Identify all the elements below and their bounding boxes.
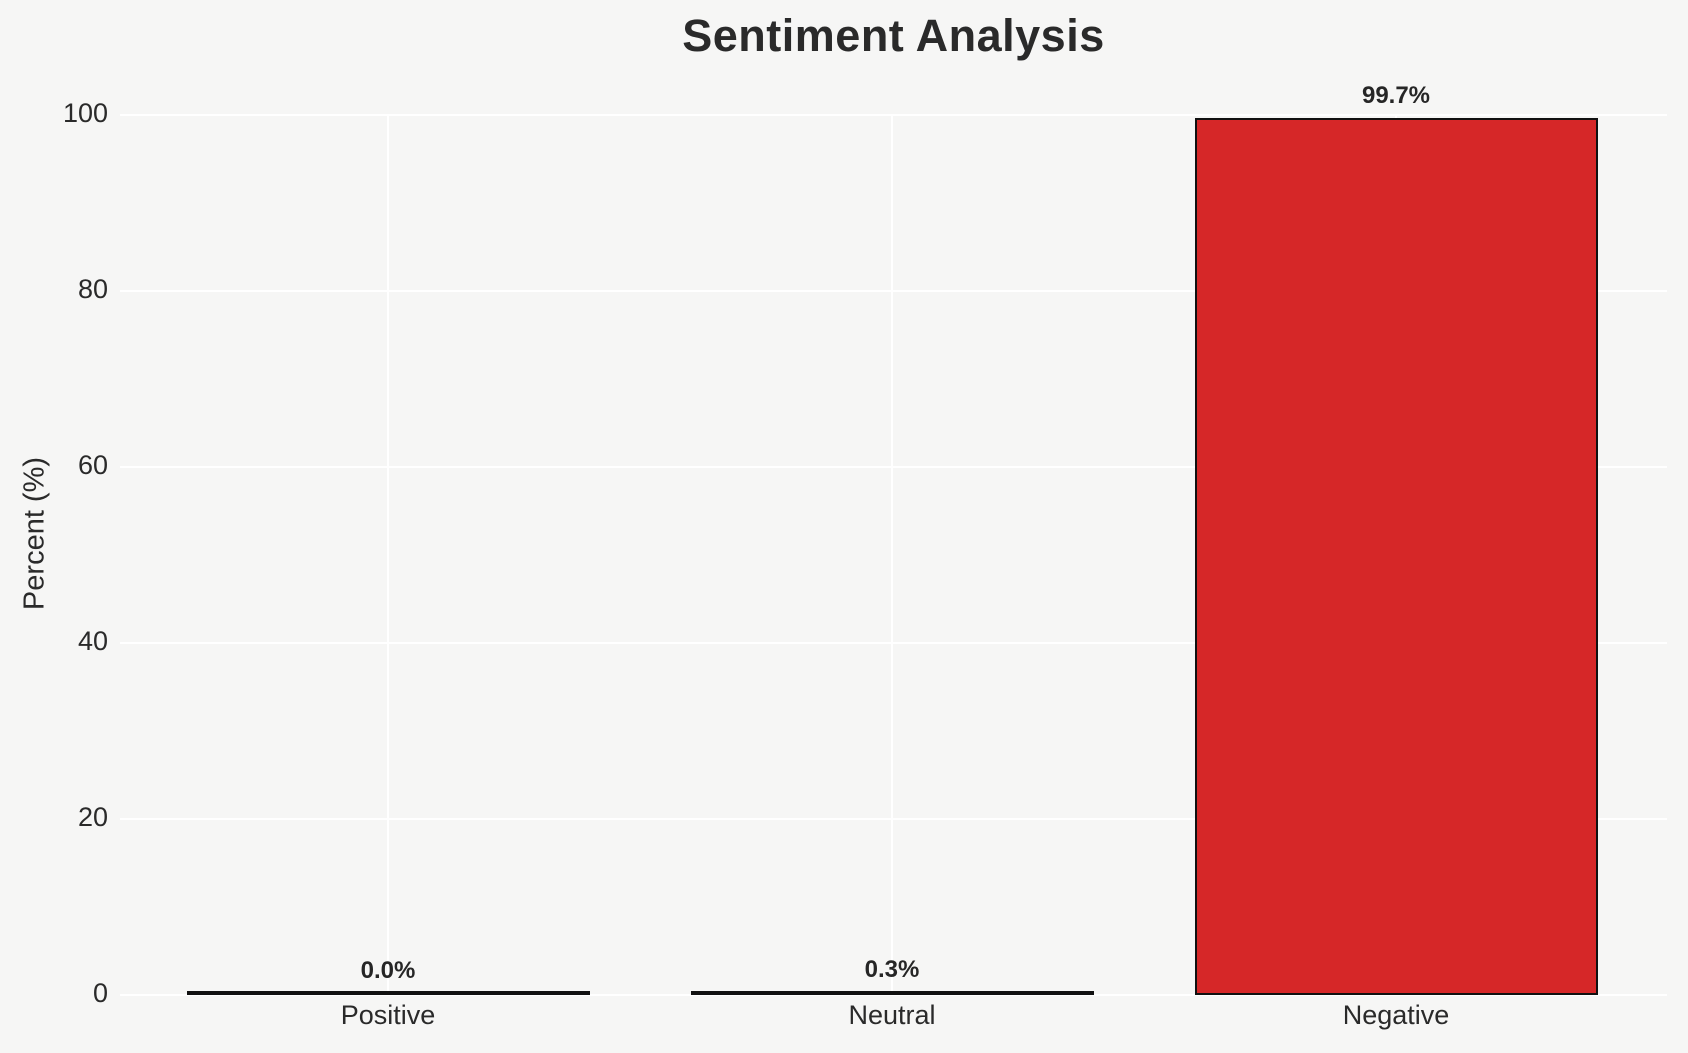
ytick-label-20: 20 <box>77 802 108 832</box>
bar-neutral <box>690 991 1094 995</box>
gridline-horizontal-20 <box>120 818 1667 820</box>
ytick-label-40: 40 <box>77 626 108 656</box>
xtick-label-positive: Positive <box>340 1000 436 1030</box>
bar-negative <box>1194 117 1598 995</box>
ytick-label-60: 60 <box>77 450 108 480</box>
y-axis-label: Percent (%) <box>18 456 51 611</box>
gridline-horizontal-40 <box>120 642 1667 644</box>
xtick-label-negative: Negative <box>1342 1000 1450 1030</box>
bar-positive <box>186 991 590 995</box>
gridline-horizontal-60 <box>120 466 1667 468</box>
value-label-neutral: 0.3% <box>864 956 920 984</box>
ytick-label-100: 100 <box>62 98 108 128</box>
chart-title: Sentiment Analysis <box>682 10 1105 61</box>
value-label-negative: 99.7% <box>1361 81 1431 109</box>
gridline-horizontal-100 <box>120 114 1667 116</box>
ytick-label-0: 0 <box>92 978 108 1008</box>
xtick-label-neutral: Neutral <box>848 1000 936 1030</box>
plot-area: 0.0% 0.3% 99.7% <box>120 82 1667 996</box>
ytick-label-80: 80 <box>77 274 108 304</box>
gridline-vertical-positive <box>387 115 389 995</box>
gridline-horizontal-0 <box>120 994 1667 996</box>
value-label-positive: 0.0% <box>360 956 416 984</box>
gridline-vertical-neutral <box>891 115 893 995</box>
gridline-horizontal-80 <box>120 290 1667 292</box>
